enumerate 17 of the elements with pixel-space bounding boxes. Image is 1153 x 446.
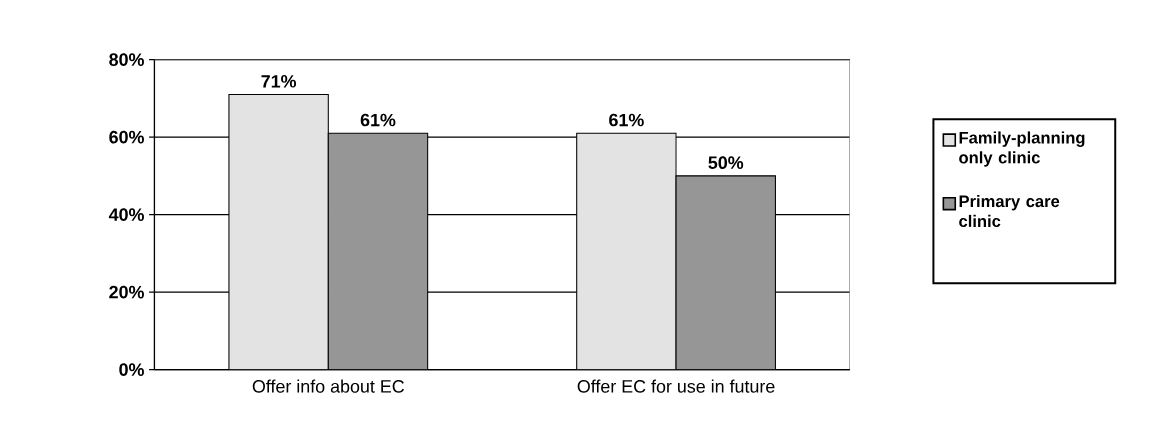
y-tick-label: 0% — [119, 363, 144, 376]
legend-label: Primary care clinic — [959, 194, 1060, 227]
y-tick-label: 60% — [109, 130, 144, 144]
data-label: 61% — [609, 113, 644, 127]
y-tick-label: 20% — [109, 285, 144, 299]
bar — [675, 175, 776, 370]
data-label: 71% — [261, 74, 297, 88]
y-tick-label: 80% — [109, 53, 144, 66]
data-label: 61% — [360, 113, 396, 127]
x-tick-label: Offer info about EC — [252, 379, 404, 393]
x-tick-label: Offer EC for use in future — [577, 379, 775, 393]
bar — [327, 132, 429, 370]
bar — [228, 93, 329, 370]
bar — [576, 132, 677, 370]
data-label: 50% — [708, 156, 744, 169]
legend-label: Family-planning only clinic — [959, 131, 1085, 167]
y-tick-label: 40% — [108, 208, 144, 221]
